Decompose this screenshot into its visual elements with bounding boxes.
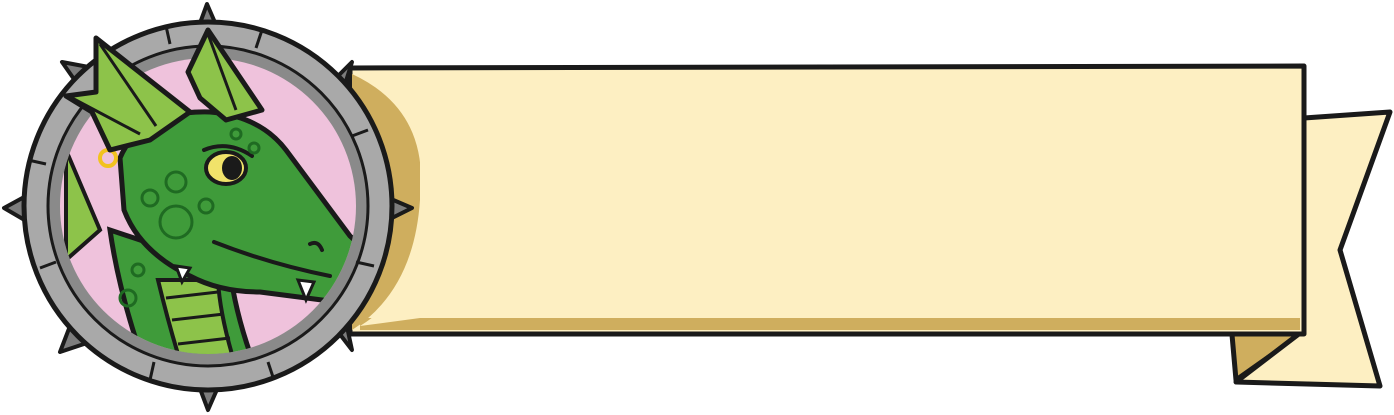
belly-stripe [171, 312, 225, 322]
banner-bottom-shadow [360, 318, 1300, 330]
dragon-wings [63, 27, 265, 153]
dragon-head [117, 109, 356, 304]
dragon-tooth [295, 278, 317, 304]
dragon-spot [247, 141, 261, 155]
dragon-mouth [212, 240, 332, 278]
belly-stripe [165, 290, 219, 300]
dragon-spot [158, 204, 194, 240]
frame-notch [254, 29, 264, 49]
wing-rib [206, 33, 238, 111]
dragon-neck-belly [155, 278, 243, 354]
dragon-spot [197, 197, 215, 215]
dragon-spot [140, 188, 160, 208]
frame-notch [148, 361, 156, 381]
frame-notch [351, 128, 369, 138]
dragon-tooth [173, 264, 193, 286]
dragon-wing-right [185, 27, 265, 123]
dragon-brow [202, 144, 254, 158]
dragon-frill-back [64, 149, 103, 265]
dragon-spot [130, 262, 146, 278]
belly-stripe [177, 336, 231, 346]
dragon-pupil [222, 156, 242, 180]
wing-rib [98, 43, 158, 127]
dragon-wing-left [63, 35, 193, 153]
frame-notch [355, 260, 375, 268]
frame-notch [27, 158, 47, 166]
dragon-spot [118, 288, 138, 308]
frame-notch [266, 361, 276, 381]
dragon-spot [229, 127, 243, 141]
frame-notch [164, 25, 172, 45]
banner-label [420, 90, 1280, 310]
frame-notch [39, 260, 57, 270]
dragon-nostril [308, 240, 324, 252]
wing-rib [71, 96, 141, 136]
dragon-spot [164, 170, 188, 194]
